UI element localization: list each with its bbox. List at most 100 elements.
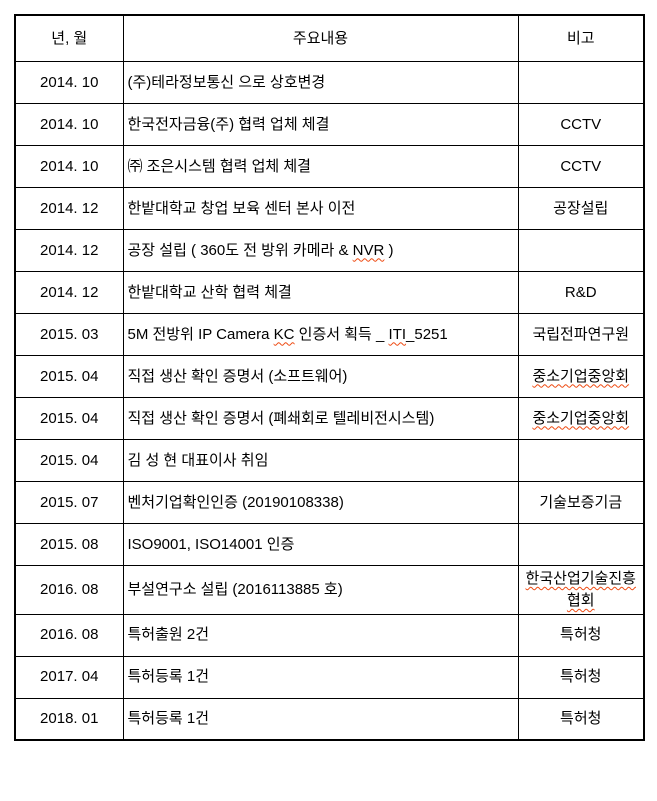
note-cell: 특허청: [517, 655, 645, 699]
spellcheck-marked-text: 한국산업기술진흥협회: [525, 570, 636, 609]
text-segment: ㈜ 조은시스템 협력 업체 체결: [127, 157, 311, 175]
year-month-cell: 2015. 08: [14, 523, 124, 566]
text-segment: 공장 설립 ( 360도 전 방위 카메라 &: [127, 241, 353, 259]
spellcheck-marked-text: KC: [273, 325, 295, 343]
main-content-cell: 김 성 현 대표이사 취임: [122, 439, 519, 482]
header-main-content: 주요내용: [122, 14, 519, 62]
text-segment: ): [384, 241, 394, 259]
main-content-cell: 특허출원 2건: [122, 613, 519, 657]
text-segment: (주)테라정보통신 으로 상호변경: [127, 73, 326, 91]
note-cell: [517, 229, 645, 272]
table-row: 2017. 04 특허등록 1건 특허청: [14, 655, 645, 699]
text-segment: 직접 생산 확인 증명서 (소프트웨어): [127, 367, 348, 385]
text-segment: 특허청: [560, 668, 602, 686]
year-month-cell: 2015. 04: [14, 355, 124, 398]
year-month-cell: 2016. 08: [14, 613, 124, 657]
text-segment: _5251: [406, 325, 448, 343]
note-cell: CCTV: [517, 103, 645, 146]
table-row: 2014. 10 ㈜ 조은시스템 협력 업체 체결 CCTV: [14, 145, 645, 188]
year-month-cell: 2014. 10: [14, 61, 124, 104]
note-cell: 공장설립: [517, 187, 645, 230]
company-history-table: 년, 월 주요내용 비고 2014. 10 (주)테라정보통신 으로 상호변경 20…: [14, 14, 645, 741]
note-cell: 기술보증기금: [517, 481, 645, 524]
header-note: 비고: [517, 14, 645, 62]
spellcheck-marked-text: NVR: [352, 241, 385, 259]
main-content-cell: (주)테라정보통신 으로 상호변경: [122, 61, 519, 104]
text-segment: R&D: [564, 283, 597, 301]
table-row: 2015. 04 직접 생산 확인 증명서 (소프트웨어) 중소기업중앙회: [14, 355, 645, 398]
table-row: 2014. 12 한밭대학교 산학 협력 체결 R&D: [14, 271, 645, 314]
main-content-cell: 직접 생산 확인 증명서 (소프트웨어): [122, 355, 519, 398]
note-cell: [517, 61, 645, 104]
spellcheck-marked-text: ITI: [388, 325, 407, 343]
main-content-cell: ㈜ 조은시스템 협력 업체 체결: [122, 145, 519, 188]
main-content-cell: 공장 설립 ( 360도 전 방위 카메라 & NVR ): [122, 229, 519, 272]
table-row: 2014. 10 (주)테라정보통신 으로 상호변경: [14, 61, 645, 104]
table-row: 2016. 08 특허출원 2건 특허청: [14, 613, 645, 657]
table-row: 2015. 04 직접 생산 확인 증명서 (폐쇄회로 텔레비전시스템) 중소기업중…: [14, 397, 645, 440]
year-month-cell: 2018. 01: [14, 697, 124, 741]
text-segment: 한밭대학교 창업 보육 센터 본사 이전: [127, 199, 356, 217]
text-segment: 공장설립: [553, 199, 609, 217]
text-segment: 특허등록 1건: [127, 668, 210, 686]
year-month-cell: 2015. 03: [14, 313, 124, 356]
table-row: 2018. 01 특허등록 1건 특허청: [14, 697, 645, 741]
table-row: 2015. 07 벤처기업확인인증 (20190108338) 기술보증기금: [14, 481, 645, 524]
text-segment: 특허등록 1건: [127, 709, 210, 727]
main-content-cell: 한국전자금융(주) 협력 업체 체결: [122, 103, 519, 146]
year-month-cell: 2015. 04: [14, 439, 124, 482]
text-segment: 벤처기업확인인증 (20190108338): [127, 493, 344, 511]
year-month-cell: 2014. 12: [14, 187, 124, 230]
year-month-cell: 2014. 12: [14, 229, 124, 272]
note-cell: 국립전파연구원: [517, 313, 645, 356]
note-cell: [517, 523, 645, 566]
note-cell: CCTV: [517, 145, 645, 188]
main-content-cell: 부설연구소 설립 (2016113885 호): [122, 565, 519, 615]
note-cell: 중소기업중앙회: [517, 355, 645, 398]
note-cell: 특허청: [517, 613, 645, 657]
main-content-cell: 한밭대학교 산학 협력 체결: [122, 271, 519, 314]
text-segment: 한국전자금융(주) 협력 업체 체결: [127, 115, 330, 133]
text-segment: 특허청: [560, 626, 602, 644]
table-row: 2015. 03 5M 전방위 IP Camera KC 인증서 획득 _ ITI…: [14, 313, 645, 356]
note-cell: 중소기업중앙회: [517, 397, 645, 440]
table-row: 2015. 08 ISO9001, ISO14001 인증: [14, 523, 645, 566]
text-segment: 국립전파연구원: [532, 325, 630, 343]
text-segment: 인증서 획득 _: [294, 325, 389, 343]
main-content-cell: 특허등록 1건: [122, 655, 519, 699]
main-content-cell: 특허등록 1건: [122, 697, 519, 741]
main-content-cell: 한밭대학교 창업 보육 센터 본사 이전: [122, 187, 519, 230]
table-row: 2014. 12 공장 설립 ( 360도 전 방위 카메라 & NVR ): [14, 229, 645, 272]
spellcheck-marked-text: 중소기업중앙회: [532, 367, 630, 385]
main-content-cell: 직접 생산 확인 증명서 (폐쇄회로 텔레비전시스템): [122, 397, 519, 440]
main-content-cell: 벤처기업확인인증 (20190108338): [122, 481, 519, 524]
table-row: 2016. 08 부설연구소 설립 (2016113885 호) 한국산업기술진흥협…: [14, 565, 645, 615]
note-cell: 한국산업기술진흥협회: [517, 565, 645, 615]
main-content-cell: ISO9001, ISO14001 인증: [122, 523, 519, 566]
table-row: 2014. 10 한국전자금융(주) 협력 업체 체결 CCTV: [14, 103, 645, 146]
text-segment: ISO9001, ISO14001 인증: [127, 535, 295, 553]
table-header-row: 년, 월 주요내용 비고: [14, 14, 645, 62]
year-month-cell: 2014. 12: [14, 271, 124, 314]
text-segment: 김 성 현 대표이사 취임: [127, 451, 269, 469]
text-segment: 특허출원 2건: [127, 626, 210, 644]
year-month-cell: 2015. 04: [14, 397, 124, 440]
year-month-cell: 2014. 10: [14, 103, 124, 146]
year-month-cell: 2017. 04: [14, 655, 124, 699]
text-segment: CCTV: [560, 157, 602, 175]
year-month-cell: 2016. 08: [14, 565, 124, 615]
header-year-month: 년, 월: [14, 14, 124, 62]
table-row: 2014. 12 한밭대학교 창업 보육 센터 본사 이전 공장설립: [14, 187, 645, 230]
note-cell: [517, 439, 645, 482]
note-cell: 특허청: [517, 697, 645, 741]
text-segment: 특허청: [560, 709, 602, 727]
spellcheck-marked-text: 중소기업중앙회: [532, 409, 630, 427]
text-segment: 기술보증기금: [539, 493, 623, 511]
table-row: 2015. 04 김 성 현 대표이사 취임: [14, 439, 645, 482]
year-month-cell: 2014. 10: [14, 145, 124, 188]
note-cell: R&D: [517, 271, 645, 314]
text-segment: 직접 생산 확인 증명서 (폐쇄회로 텔레비전시스템): [127, 409, 435, 427]
text-segment: CCTV: [560, 115, 602, 133]
year-month-cell: 2015. 07: [14, 481, 124, 524]
text-segment: 한밭대학교 산학 협력 체결: [127, 283, 292, 301]
